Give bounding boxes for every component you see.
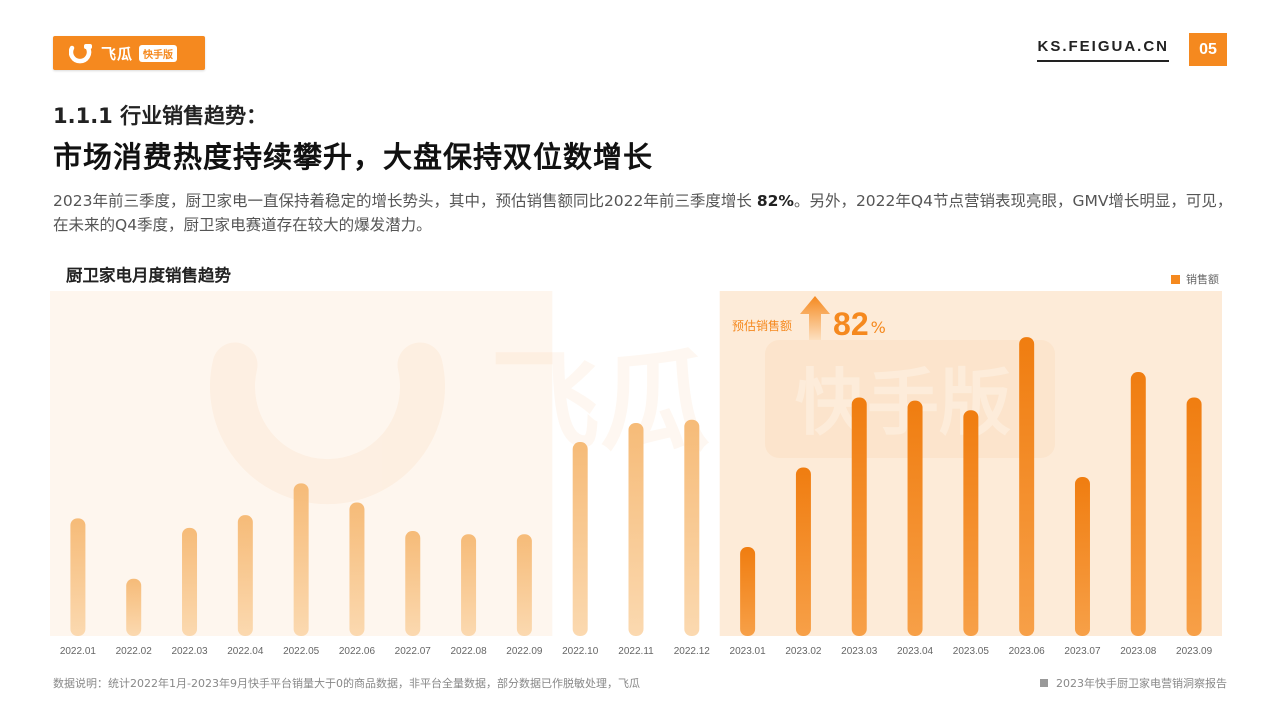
bar-2022.04 bbox=[237, 515, 253, 636]
bar-2022.08 bbox=[461, 534, 477, 636]
bar-2023.01 bbox=[740, 546, 756, 636]
x-tick-label: 2022.05 bbox=[283, 646, 320, 657]
growth-annotation: 预估销售额 82 % bbox=[732, 296, 886, 340]
x-tick-label: 2023.07 bbox=[1064, 646, 1101, 657]
annotation-label: 预估销售额 bbox=[732, 319, 793, 333]
feigua-logo-icon bbox=[69, 44, 92, 64]
description-highlight: 82% bbox=[756, 192, 794, 210]
page-title: 市场消费热度持续攀升，大盘保持双位数增长 bbox=[53, 140, 654, 174]
description: 2023年前三季度，厨卫家电一直保持着稳定的增长势头，其中，预估销售额同比202… bbox=[53, 189, 1233, 237]
report-name: 2023年快手厨卫家电营销洞察报告 bbox=[1040, 675, 1227, 691]
x-tick-label: 2022.02 bbox=[116, 646, 153, 657]
bar-2022.02 bbox=[126, 578, 142, 636]
page-number: 05 bbox=[1189, 33, 1227, 66]
bar-2023.09 bbox=[1186, 397, 1202, 636]
chart-title: 厨卫家电月度销售趋势 bbox=[66, 266, 231, 285]
site-url: KS.FEIGUA.CN bbox=[1037, 38, 1169, 62]
x-tick-label: 2023.02 bbox=[785, 646, 822, 657]
bar-2023.04 bbox=[907, 400, 923, 636]
bar-2023.02 bbox=[795, 467, 811, 636]
footnote: 数据说明：统计2022年1月-2023年9月快手平台销量大于0的商品数据，非平台… bbox=[53, 677, 640, 690]
logo-badge: 快手版 bbox=[139, 44, 178, 62]
bar-2022.10 bbox=[572, 442, 588, 636]
x-tick-label: 2023.09 bbox=[1176, 646, 1213, 657]
x-tick-label: 2023.08 bbox=[1120, 646, 1157, 657]
x-tick-label: 2022.09 bbox=[506, 646, 543, 657]
x-tick-label: 2023.03 bbox=[841, 646, 878, 657]
bar-2022.12 bbox=[684, 419, 700, 636]
x-tick-label: 2022.01 bbox=[60, 646, 97, 657]
bar-2022.01 bbox=[70, 518, 86, 636]
bar-2023.07 bbox=[1074, 477, 1090, 636]
x-tick-label: 2023.04 bbox=[897, 646, 934, 657]
bar-2022.05 bbox=[293, 483, 309, 636]
legend-swatch bbox=[1171, 274, 1180, 284]
description-part-2: 。另外，2022年Q4节点营销表现亮眼，GMV增长明显，可见，在未来的Q4季度，… bbox=[53, 192, 1233, 234]
chart-legend: 销售额 bbox=[1171, 271, 1219, 287]
bar-2023.08 bbox=[1130, 372, 1146, 636]
bar-2022.03 bbox=[182, 527, 198, 636]
x-tick-label: 2023.05 bbox=[953, 646, 990, 657]
bar-2022.09 bbox=[516, 534, 532, 636]
x-tick-label: 2022.04 bbox=[227, 646, 264, 657]
annotation-unit: % bbox=[870, 318, 886, 337]
x-tick-label: 2023.01 bbox=[730, 646, 767, 657]
bar-2023.06 bbox=[1019, 337, 1035, 636]
x-tick-label: 2023.06 bbox=[1009, 646, 1046, 657]
logo-brand-text: 飞瓜 bbox=[101, 44, 134, 63]
section-title: 1.1.1 行业销售趋势： bbox=[53, 104, 268, 128]
x-tick-label: 2022.12 bbox=[674, 646, 711, 657]
description-part-1: 2023年前三季度，厨卫家电一直保持着稳定的增长势头，其中，预估销售额同比202… bbox=[53, 192, 757, 210]
report-name-text: 2023年快手厨卫家电营销洞察报告 bbox=[1056, 677, 1227, 690]
bar-2023.03 bbox=[851, 397, 867, 636]
square-icon bbox=[1040, 679, 1048, 687]
watermark-brand: 飞瓜 bbox=[490, 338, 710, 466]
x-tick-label: 2022.10 bbox=[562, 646, 599, 657]
bar-2022.06 bbox=[349, 502, 365, 636]
bar-2022.07 bbox=[405, 531, 421, 636]
bar-2023.05 bbox=[963, 410, 979, 636]
x-tick-label: 2022.06 bbox=[339, 646, 376, 657]
up-arrow-icon bbox=[800, 296, 831, 340]
brand-logo: 飞瓜 快手版 bbox=[53, 36, 205, 70]
legend-label: 销售额 bbox=[1186, 273, 1219, 286]
x-tick-label: 2022.11 bbox=[618, 646, 654, 657]
watermark-badge: 快手版 bbox=[795, 361, 1011, 445]
annotation-value: 82 bbox=[833, 306, 869, 342]
bar-2022.11 bbox=[628, 422, 644, 636]
x-tick-label: 2022.03 bbox=[171, 646, 208, 657]
x-tick-label: 2022.08 bbox=[450, 646, 487, 657]
x-tick-label: 2022.07 bbox=[395, 646, 432, 657]
